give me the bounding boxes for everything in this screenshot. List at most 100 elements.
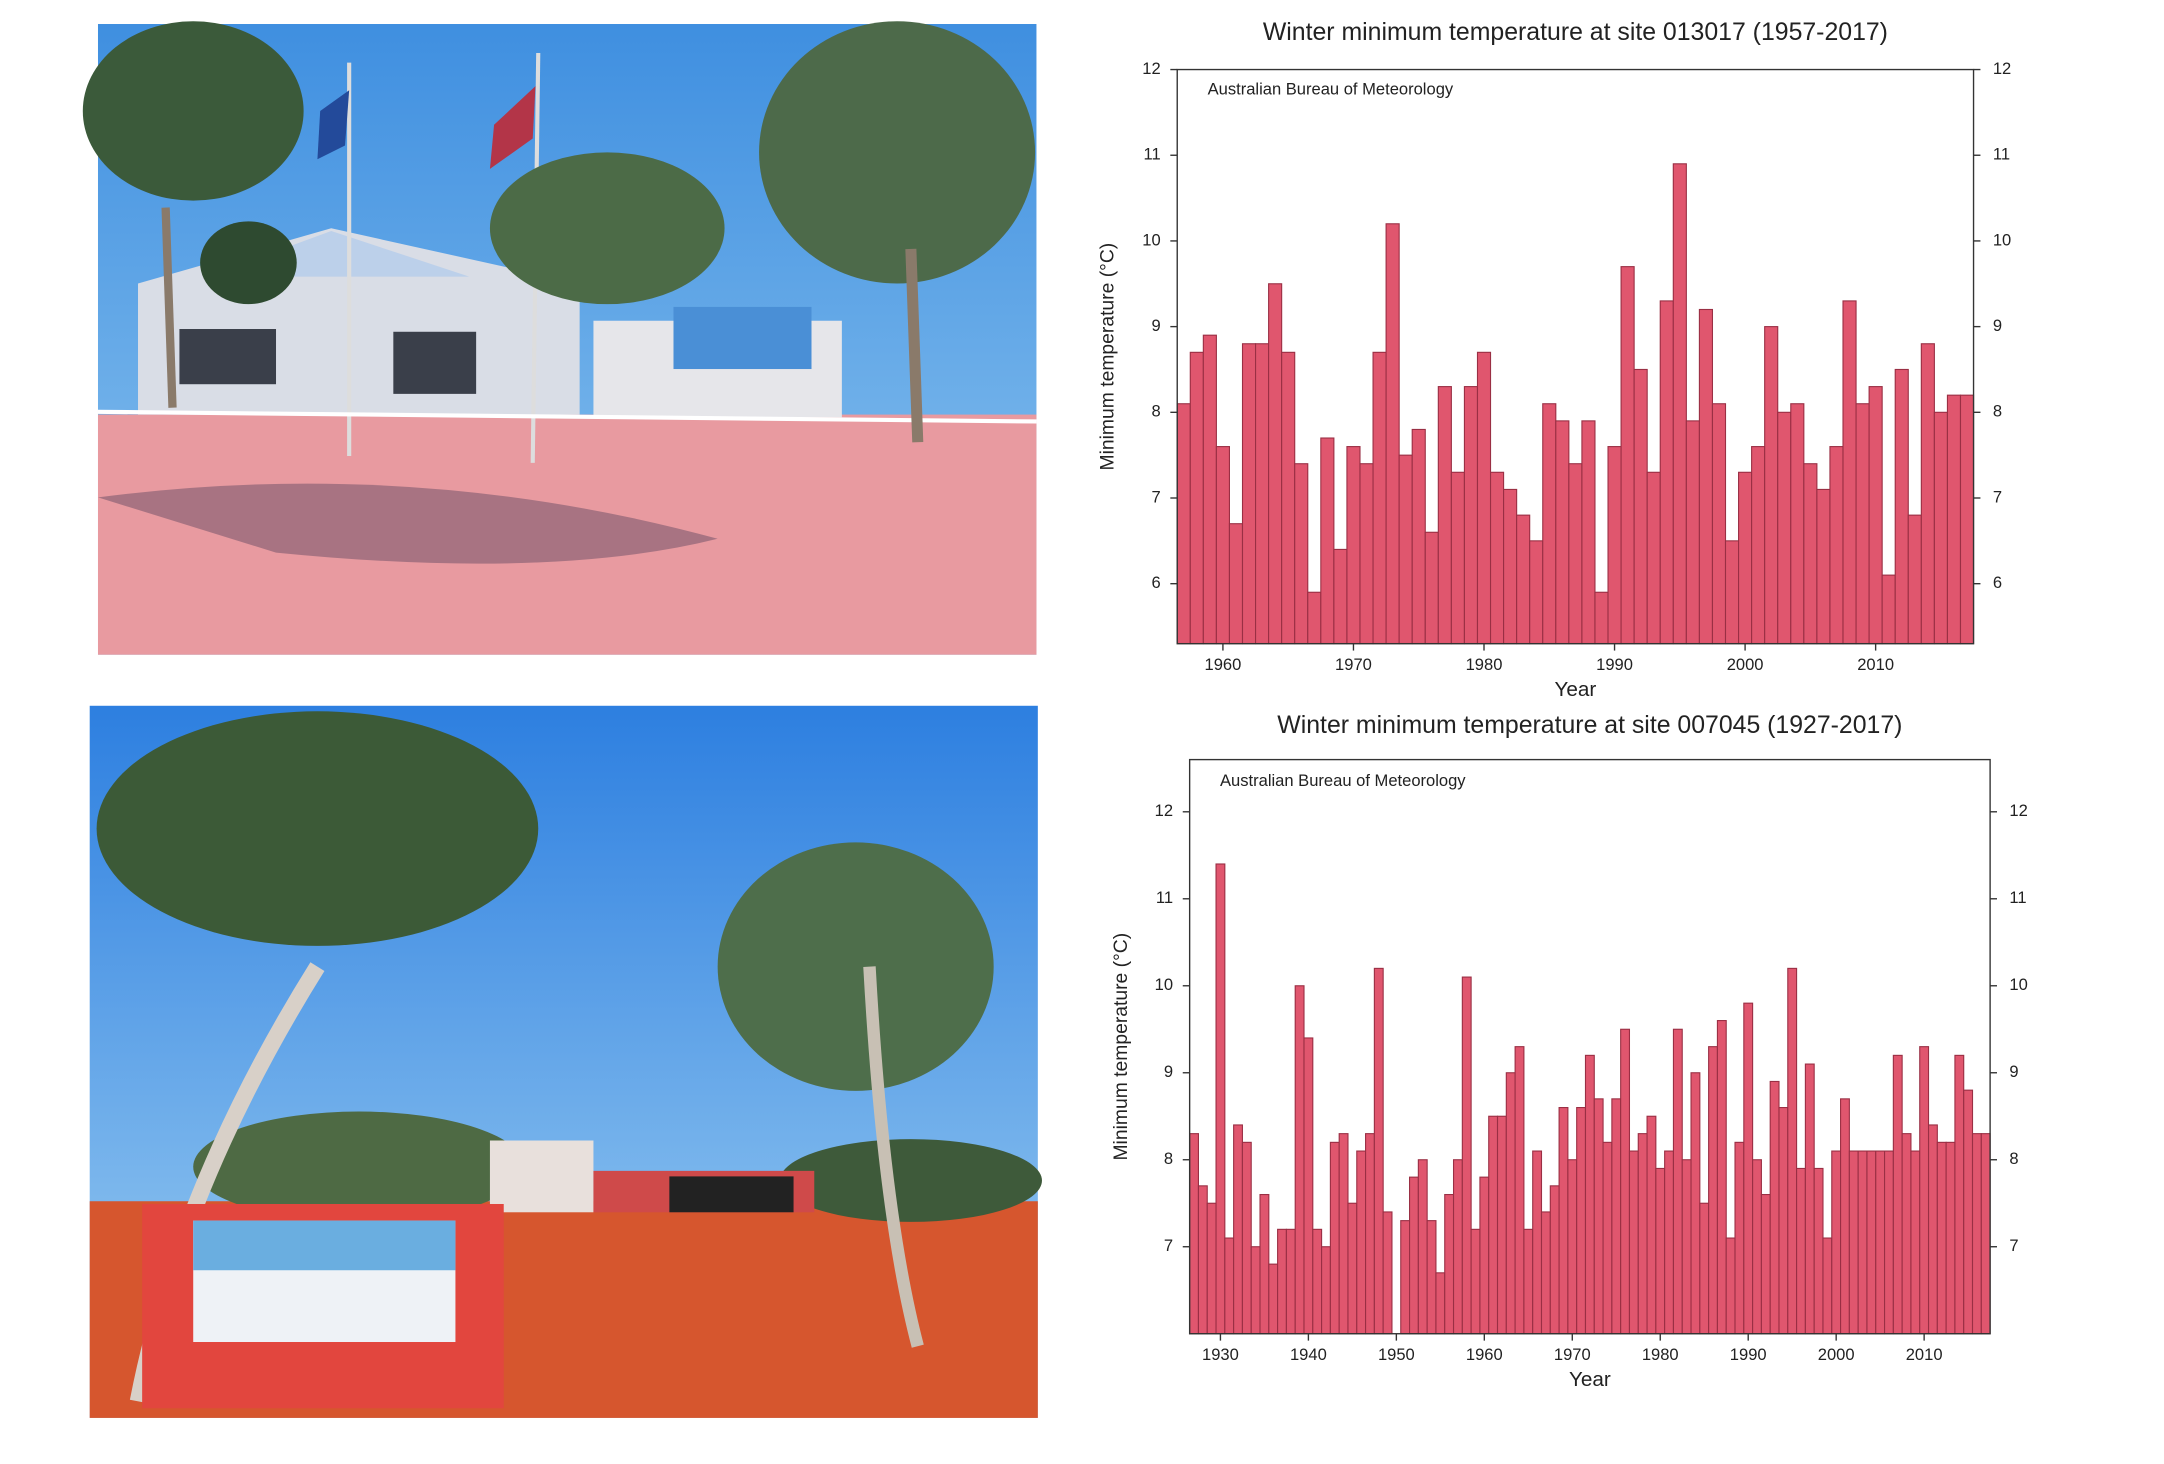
- bar: [1277, 1228, 1287, 1335]
- bar: [1672, 163, 1687, 645]
- bar: [1672, 1028, 1683, 1335]
- y2-tick-label: 8: [2009, 1149, 2018, 1168]
- bar: [1516, 514, 1531, 645]
- y2-tick-label: 7: [2009, 1236, 2018, 1255]
- bar: [1584, 1054, 1595, 1335]
- y-tick-label: 7: [1151, 487, 1160, 506]
- bar: [1787, 967, 1798, 1335]
- bar: [1919, 1046, 1930, 1335]
- bar: [1398, 454, 1413, 645]
- bar: [1945, 1141, 1956, 1335]
- chart-title: Winter minimum temperature at site 01301…: [1263, 19, 1888, 46]
- bar: [1655, 1167, 1666, 1335]
- bar: [1197, 1185, 1208, 1335]
- bar: [1829, 446, 1844, 645]
- bar: [1568, 463, 1583, 645]
- x-axis-label: Year: [1554, 678, 1596, 701]
- bar: [1816, 488, 1831, 645]
- x-tick-label: 1960: [1205, 655, 1242, 674]
- bar: [1382, 1211, 1393, 1335]
- bar: [1907, 514, 1922, 645]
- x-tick-label: 1990: [1596, 655, 1633, 674]
- bar: [1250, 1246, 1261, 1335]
- bar: [1329, 1141, 1340, 1335]
- bar: [1857, 1150, 1868, 1335]
- y2-tick-label: 8: [1993, 402, 2002, 421]
- bar: [1346, 446, 1361, 645]
- bar: [1659, 300, 1674, 645]
- bar: [1338, 1133, 1349, 1335]
- plot-frame: [1176, 68, 1975, 645]
- bar: [1738, 471, 1753, 645]
- x-tick-label: 1960: [1466, 1345, 1503, 1364]
- bar: [1268, 1263, 1279, 1335]
- x-tick-label: 1970: [1335, 655, 1372, 674]
- bar: [1470, 1228, 1481, 1335]
- bar: [1215, 863, 1226, 1335]
- bar: [1514, 1046, 1525, 1335]
- bar: [1637, 1133, 1648, 1335]
- x-tick-label: 2010: [1906, 1345, 1943, 1364]
- bar: [1594, 591, 1609, 645]
- bar: [1602, 1141, 1613, 1335]
- bar: [1971, 1133, 1982, 1335]
- x-tick-label: 2010: [1857, 655, 1894, 674]
- bar: [1529, 540, 1544, 645]
- bar: [1954, 1054, 1965, 1335]
- bar: [1607, 446, 1622, 645]
- bar: [1752, 1159, 1762, 1335]
- annotation: Australian Bureau of Meteorology: [1220, 771, 1466, 790]
- chart: 6 7 8 9 10 11 12 6 7 8 9 10 11 12 1960 1970 1980 1990 2000…: [1097, 19, 2011, 701]
- bar: [1685, 420, 1700, 645]
- bar: [1699, 1202, 1710, 1335]
- y-tick-label: 10: [1155, 975, 1173, 994]
- bar: [1549, 1185, 1560, 1335]
- bar: [1285, 1228, 1296, 1335]
- bar: [1711, 403, 1727, 645]
- bar: [1255, 343, 1270, 645]
- y2-tick-label: 11: [1993, 145, 2010, 164]
- bar: [1259, 1193, 1270, 1335]
- y2-tick-label: 12: [1993, 59, 2011, 78]
- bar: [1813, 1167, 1824, 1335]
- bar: [1268, 283, 1283, 645]
- y-tick-label: 11: [1143, 145, 1160, 164]
- bar: [1734, 1141, 1745, 1335]
- bar: [1848, 1150, 1859, 1335]
- bar: [1426, 1220, 1437, 1335]
- bar: [1724, 540, 1740, 645]
- bar: [1542, 403, 1557, 645]
- chart: 7 8 9 10 11 12 7 8 9 10 11 12 1930 1940 1950 1960 1970 19…: [1111, 712, 2028, 1391]
- bar: [1690, 1072, 1701, 1335]
- bar: [1532, 1150, 1543, 1335]
- bar: [1189, 351, 1204, 645]
- bar: [1698, 308, 1714, 645]
- bar: [1933, 411, 1948, 645]
- bar: [1664, 1150, 1674, 1335]
- bar: [1628, 1150, 1639, 1335]
- x-tick-label: 1970: [1554, 1345, 1591, 1364]
- bar: [1980, 1133, 1991, 1335]
- x-tick-label: 1980: [1466, 655, 1503, 674]
- bar: [1320, 437, 1335, 645]
- bar: [1228, 523, 1244, 645]
- x-tick-label: 2000: [1818, 1345, 1855, 1364]
- bar: [1294, 463, 1309, 645]
- bar: [1411, 428, 1426, 645]
- bar: [1875, 1150, 1886, 1335]
- x-tick-label: 1990: [1730, 1345, 1767, 1364]
- bar: [1523, 1228, 1534, 1335]
- bar: [1881, 574, 1896, 645]
- y-tick-label: 10: [1142, 230, 1160, 249]
- annotation: Australian Bureau of Meteorology: [1208, 80, 1454, 99]
- bar: [1743, 1002, 1754, 1335]
- bar: [1620, 1028, 1631, 1335]
- bar: [1189, 1133, 1199, 1335]
- y2-tick-label: 9: [2009, 1062, 2018, 1081]
- bar: [1303, 1037, 1314, 1335]
- bar: [1567, 1159, 1578, 1335]
- bar: [1385, 223, 1400, 645]
- bar: [1611, 1098, 1622, 1335]
